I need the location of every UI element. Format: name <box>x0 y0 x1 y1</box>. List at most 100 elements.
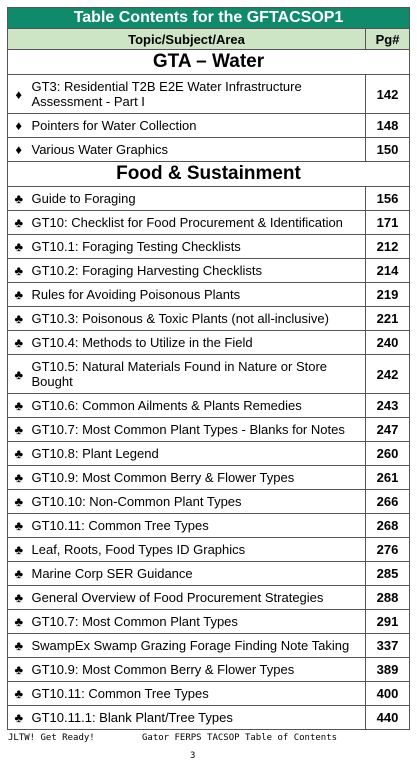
page-column-header: Pg# <box>364 28 411 50</box>
club-icon: ♣ <box>7 561 30 586</box>
entry-title: GT10.11.1: Blank Plant/Tree Types <box>29 705 366 730</box>
toc-entry: ♣ GT10.6: Common Ailments & Plants Remedi… <box>7 393 411 418</box>
club-icon: ♣ <box>7 489 30 514</box>
entry-title: GT10.9: Most Common Berry & Flower Types <box>29 465 366 490</box>
toc-entry: ♣ GT10.10: Non-Common Plant Types 266 <box>7 489 411 514</box>
club-icon: ♣ <box>7 441 30 466</box>
diamond-icon: ♦ <box>7 113 30 138</box>
entry-page-number: 148 <box>364 113 411 138</box>
diamond-icon: ♦ <box>7 74 30 114</box>
toc-table: Table Contents for the GFTACSOP1 Topic/S… <box>6 7 411 730</box>
toc-entry: ♣ GT10.7: Most Common Plant Types - Blank… <box>7 417 411 442</box>
entry-page-number: 266 <box>364 489 411 514</box>
entry-page-number: 400 <box>364 681 411 706</box>
club-icon: ♣ <box>7 465 30 490</box>
toc-entry: ♣ Marine Corp SER Guidance 285 <box>7 561 411 586</box>
entry-title: GT10: Checklist for Food Procurement & I… <box>29 210 366 235</box>
entry-page-number: 142 <box>364 74 411 114</box>
entry-page-number: 247 <box>364 417 411 442</box>
entry-title: Rules for Avoiding Poisonous Plants <box>29 282 366 307</box>
entry-title: SwampEx Swamp Grazing Forage Finding Not… <box>29 633 366 658</box>
toc-entry: ♣ SwampEx Swamp Grazing Forage Finding No… <box>7 633 411 658</box>
club-icon: ♣ <box>7 330 30 355</box>
toc-entry: ♣ GT10.2: Foraging Harvesting Checklists 2… <box>7 258 411 283</box>
entry-page-number: 440 <box>364 705 411 730</box>
toc-entry: ♣ Guide to Foraging 156 <box>7 186 411 211</box>
club-icon: ♣ <box>7 258 30 283</box>
club-icon: ♣ <box>7 537 30 562</box>
entry-title: GT10.7: Most Common Plant Types - Blanks… <box>29 417 366 442</box>
footer-page-number: 3 <box>190 751 196 761</box>
entry-title: GT10.9: Most Common Berry & Flower Types <box>29 657 366 682</box>
club-icon: ♣ <box>7 705 30 730</box>
entry-page-number: 156 <box>364 186 411 211</box>
entry-page-number: 243 <box>364 393 411 418</box>
entry-page-number: 171 <box>364 210 411 235</box>
diamond-icon: ♦ <box>7 137 30 162</box>
entry-page-number: 276 <box>364 537 411 562</box>
entry-title: GT10.3: Poisonous & Toxic Plants (not al… <box>29 306 366 331</box>
toc-entry: ♣ GT10.8: Plant Legend 260 <box>7 441 411 466</box>
entry-title: Various Water Graphics <box>29 137 366 162</box>
club-icon: ♣ <box>7 306 30 331</box>
toc-entry: ♣ Rules for Avoiding Poisonous Plants 219 <box>7 282 411 307</box>
club-icon: ♣ <box>7 354 30 394</box>
toc-entry: ♣ GT10.1: Foraging Testing Checklists 212 <box>7 234 411 259</box>
section-heading: Food & Sustainment <box>6 161 411 187</box>
toc-entry: ♣ GT10.9: Most Common Berry & Flower Type… <box>7 657 411 682</box>
entry-title: Marine Corp SER Guidance <box>29 561 366 586</box>
club-icon: ♣ <box>7 417 30 442</box>
club-icon: ♣ <box>7 513 30 538</box>
entry-page-number: 389 <box>364 657 411 682</box>
toc-entry: ♦ Pointers for Water Collection 148 <box>7 113 411 138</box>
entry-page-number: 240 <box>364 330 411 355</box>
entry-title: GT10.4: Methods to Utilize in the Field <box>29 330 366 355</box>
entry-page-number: 212 <box>364 234 411 259</box>
footer-doc-title: Gator FERPS TACSOP Table of Contents <box>142 733 338 743</box>
toc-document: Table Contents for the GFTACSOP1 Topic/S… <box>6 7 411 730</box>
topic-column-header: Topic/Subject/Area <box>7 28 366 50</box>
entry-title: GT10.7: Most Common Plant Types <box>29 609 366 634</box>
section-row: GTA – Water <box>6 49 411 75</box>
club-icon: ♣ <box>7 393 30 418</box>
toc-entry: ♣ GT10.11: Common Tree Types 400 <box>7 681 411 706</box>
club-icon: ♣ <box>7 681 30 706</box>
entry-page-number: 219 <box>364 282 411 307</box>
entry-title: GT10.1: Foraging Testing Checklists <box>29 234 366 259</box>
toc-entry: ♦ Various Water Graphics 150 <box>7 137 411 162</box>
club-icon: ♣ <box>7 234 30 259</box>
entry-title: Leaf, Roots, Food Types ID Graphics <box>29 537 366 562</box>
entry-page-number: 214 <box>364 258 411 283</box>
section-row: Food & Sustainment <box>6 161 411 187</box>
title-row: Table Contents for the GFTACSOP1 <box>6 7 411 29</box>
club-icon: ♣ <box>7 210 30 235</box>
entry-title: GT10.2: Foraging Harvesting Checklists <box>29 258 366 283</box>
entry-title: GT10.11: Common Tree Types <box>29 681 366 706</box>
toc-entry: ♣ GT10.11: Common Tree Types 268 <box>7 513 411 538</box>
column-header-row: Topic/Subject/Area Pg# <box>7 28 411 50</box>
entry-page-number: 291 <box>364 609 411 634</box>
entry-title: GT10.11: Common Tree Types <box>29 513 366 538</box>
entry-title: GT10.8: Plant Legend <box>29 441 366 466</box>
toc-entry: ♣ GT10.3: Poisonous & Toxic Plants (not a… <box>7 306 411 331</box>
entry-page-number: 268 <box>364 513 411 538</box>
club-icon: ♣ <box>7 609 30 634</box>
entry-page-number: 285 <box>364 561 411 586</box>
club-icon: ♣ <box>7 585 30 610</box>
toc-entry: ♣ GT10.5: Natural Materials Found in Natu… <box>7 354 411 394</box>
entry-title: GT10.6: Common Ailments & Plants Remedie… <box>29 393 366 418</box>
club-icon: ♣ <box>7 282 30 307</box>
entry-title: GT10.10: Non-Common Plant Types <box>29 489 366 514</box>
toc-entry: ♣ GT10.7: Most Common Plant Types 291 <box>7 609 411 634</box>
entry-page-number: 337 <box>364 633 411 658</box>
toc-entry: ♣ GT10.9: Most Common Berry & Flower Type… <box>7 465 411 490</box>
toc-entry: ♦ GT3: Residential T2B E2E Water Infrastr… <box>7 74 411 114</box>
entry-page-number: 260 <box>364 441 411 466</box>
entry-page-number: 288 <box>364 585 411 610</box>
toc-entry: ♣ GT10.11.1: Blank Plant/Tree Types 440 <box>7 705 411 730</box>
club-icon: ♣ <box>7 186 30 211</box>
entry-title: GT10.5: Natural Materials Found in Natur… <box>29 354 366 394</box>
entry-title: Guide to Foraging <box>29 186 366 211</box>
entry-title: Pointers for Water Collection <box>29 113 366 138</box>
entry-page-number: 242 <box>364 354 411 394</box>
